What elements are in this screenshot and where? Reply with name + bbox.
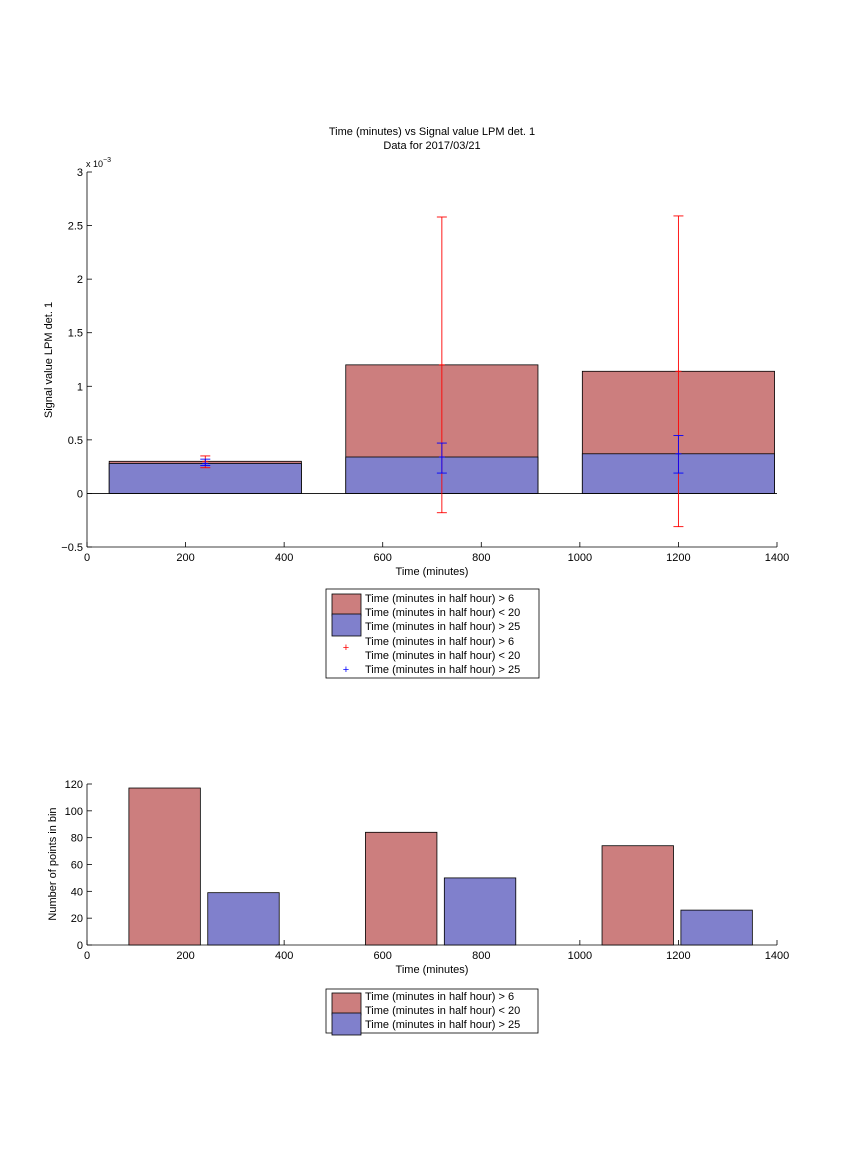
chart-title: Time (minutes) vs Signal value LPM det. … [329, 126, 535, 138]
legend-swatch-blue [331, 1012, 362, 1036]
x-tick-label: 800 [472, 552, 490, 564]
y-tick-label: 0.5 [68, 435, 83, 447]
x-tick-label: 1400 [765, 552, 789, 564]
y-tick-label: 100 [65, 806, 83, 818]
x-tick-label: 200 [176, 552, 194, 564]
legend-entry: Time (minutes in half hour) < 20 [365, 607, 520, 619]
y-tick-label: 120 [65, 779, 83, 791]
signal-chart: Time (minutes) vs Signal value LPM det. … [43, 126, 789, 679]
x-tick-label: 1000 [568, 950, 592, 962]
x-tick-label: 800 [472, 950, 490, 962]
y-tick-label: 1.5 [68, 328, 83, 340]
bar [207, 892, 280, 946]
count-plot-area: 0 200 400 600 800 1000 1200 1400 0 20 40 60 80 100 120 [65, 779, 790, 962]
y-axis-label: Number of points in bin [47, 807, 59, 920]
legend-entry: Time (minutes in half hour) < 20 [365, 1005, 520, 1017]
signal-plot-area: 0 200 400 600 800 1000 1200 1400−0.500.511.522.… [61, 167, 789, 564]
count-legend: Time (minutes in half hour) > 6 Time (mi… [325, 988, 539, 1036]
y-tick-label: 80 [71, 833, 83, 845]
x-tick-label: 200 [176, 950, 194, 962]
legend-entry: Time (minutes in half hour) > 6 [365, 636, 514, 648]
legend-entry: Time (minutes in half hour) > 25 [365, 1019, 520, 1031]
x-tick-label: 0 [84, 552, 90, 564]
legend-entry: Time (minutes in half hour) > 6 [365, 593, 514, 605]
bar [128, 787, 201, 946]
legend-entry: Time (minutes in half hour) > 25 [365, 664, 520, 676]
bar [443, 877, 517, 946]
legend-marker-red: + [343, 642, 349, 654]
x-tick-label: 0 [84, 950, 90, 962]
y-tick-label: 40 [71, 886, 83, 898]
y-axis-label: Signal value LPM det. 1 [43, 302, 55, 418]
x-tick-label: 1000 [568, 552, 592, 564]
bar [680, 909, 753, 946]
y-tick-label: 20 [71, 913, 83, 925]
y-tick-label: 2.5 [68, 221, 83, 233]
legend-box [325, 588, 540, 679]
legend-marker-blue: + [343, 664, 349, 676]
legend-entry: Time (minutes in half hour) > 6 [365, 991, 514, 1003]
y-tick-label: 2 [77, 274, 83, 286]
x-tick-label: 400 [275, 552, 293, 564]
x-tick-label: 1200 [666, 552, 690, 564]
bar [601, 845, 674, 946]
y-tick-label: 60 [71, 860, 83, 872]
x-tick-label: 400 [275, 950, 293, 962]
x-tick-label: 1200 [666, 950, 690, 962]
chart-subtitle: Data for 2017/03/21 [383, 140, 480, 152]
legend-swatch-red [331, 992, 362, 1016]
bar [365, 831, 438, 946]
y-tick-label: 0 [77, 940, 83, 952]
x-axis-label: Time (minutes) [396, 566, 469, 578]
signal-legend: + + Time (minutes in half hour) > 6 Time… [325, 588, 540, 679]
y-exponent-power: −3 [103, 157, 111, 164]
y-tick-label: 1 [77, 381, 83, 393]
legend-swatch-red [331, 593, 362, 617]
y-tick-label: 3 [77, 167, 83, 179]
legend-swatch-blue [331, 613, 362, 637]
y-exponent-base: x 10 [86, 159, 103, 169]
x-tick-label: 600 [374, 552, 392, 564]
x-tick-label: 600 [374, 950, 392, 962]
count-chart: 0 200 400 600 800 1000 1200 1400 0 20 40 60 80 100 120… [47, 779, 790, 1036]
y-tick-label: 0 [77, 488, 83, 500]
x-tick-label: 1400 [765, 950, 789, 962]
y-tick-label: −0.5 [61, 542, 83, 554]
x-axis-label: Time (minutes) [396, 964, 469, 976]
y-exponent-label: x 10−3 [86, 157, 111, 169]
legend-entry: Time (minutes in half hour) > 25 [365, 621, 520, 633]
legend-entry: Time (minutes in half hour) < 20 [365, 650, 520, 662]
bar [108, 463, 302, 494]
